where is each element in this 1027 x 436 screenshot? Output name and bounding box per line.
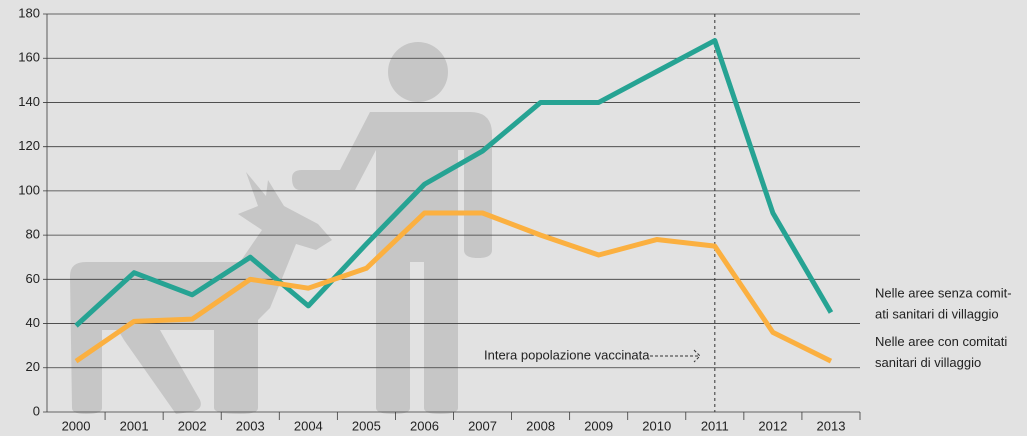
x-tick-label: 2009 [584,418,613,433]
legend-line: Nelle aree senza comit- [875,286,1012,301]
x-tick-label: 2003 [236,418,265,433]
x-tick-label: 2004 [294,418,323,433]
annotation: Intera popolazione vaccinata [484,347,650,362]
y-tick-label: 0 [33,403,40,418]
y-tick-label: 100 [18,182,40,197]
x-tick-label: 2013 [817,418,846,433]
x-tick-label: 2001 [120,418,149,433]
y-tick-label: 60 [26,271,40,286]
legend-line: ati sanitari di villaggio [875,307,999,322]
y-tick-label: 20 [26,359,40,374]
x-tick-label: 2012 [758,418,787,433]
x-tick-label: 2006 [410,418,439,433]
x-tick-label: 2007 [468,418,497,433]
y-tick-label: 140 [18,94,40,109]
chart: 0 20 40 60 80 100 120 140 160 180 2000 2001 2002 2003… [0,0,1027,436]
x-tick-label: 2005 [352,418,381,433]
y-tick-label: 40 [26,315,40,330]
y-tick-label: 120 [18,138,40,153]
x-tick-label: 2002 [178,418,207,433]
y-tick-label: 180 [18,5,40,20]
x-tick-label: 2008 [526,418,555,433]
x-tick-label: 2011 [701,418,729,433]
legend-line: Nelle aree con comitati [875,335,1007,350]
x-tick-label: 2010 [642,418,671,433]
y-tick-label: 160 [18,50,40,65]
legend-line: sanitari di villaggio [875,356,981,371]
x-tick-label: 2000 [62,418,91,433]
y-tick-label: 80 [26,227,40,242]
